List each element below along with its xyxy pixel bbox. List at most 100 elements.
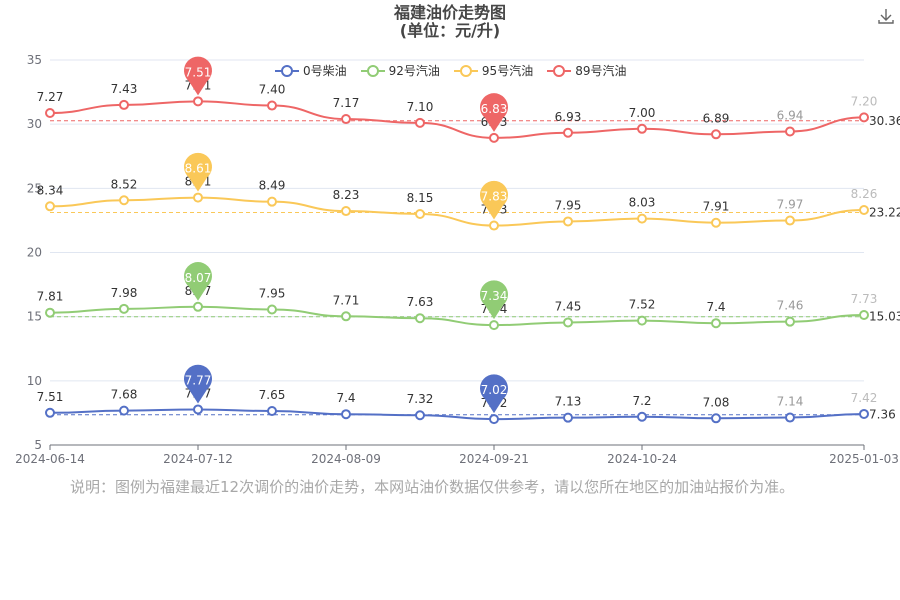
data-label: 7.17 (333, 96, 360, 110)
data-point (119, 195, 129, 206)
legend-swatch-icon (275, 64, 299, 77)
data-point (45, 307, 55, 318)
data-label: 7.10 (407, 100, 434, 114)
legend-swatch-icon (453, 64, 478, 77)
data-label: 7.81 (37, 290, 64, 304)
data-point (785, 215, 795, 226)
data-point (267, 405, 277, 416)
legend-label: 92号汽油 (388, 64, 440, 78)
series-line-3 (49, 100, 865, 139)
data-point (489, 414, 499, 425)
data-label: 7.73 (851, 292, 878, 306)
data-label: 7.4 (336, 391, 355, 405)
data-point (341, 409, 351, 420)
data-label: 8.52 (111, 177, 138, 191)
legend-label: 89号汽油 (575, 64, 627, 78)
data-label: 7.51 (37, 390, 64, 404)
data-label: 7.98 (111, 286, 138, 300)
max-pin (184, 152, 213, 192)
legend-swatch-icon (547, 64, 572, 77)
data-label: 7.08 (703, 395, 730, 409)
data-point (637, 315, 647, 326)
data-label: 7.52 (629, 298, 656, 312)
y-tick-label: 10 (27, 374, 42, 388)
x-tick-label: 2025-01-03 (829, 452, 899, 466)
max-pin-label: 8.07 (185, 271, 212, 285)
legend-item[interactable]: 0号柴油 (275, 62, 347, 79)
data-point (267, 196, 277, 207)
series-line-2 (49, 196, 865, 227)
data-point (637, 411, 647, 422)
data-point (489, 132, 499, 143)
data-label: 7.63 (407, 295, 434, 309)
data-point (193, 192, 203, 203)
data-point (45, 407, 55, 418)
chart-note: 说明：图例为福建最近12次调价的油价走势，本网站油价数据仅供参考，请以您所在地区… (70, 478, 795, 496)
download-icon[interactable] (876, 6, 896, 26)
data-point (711, 217, 721, 228)
legend-item[interactable]: 89号汽油 (547, 62, 626, 79)
max-pin (184, 364, 213, 404)
data-point (563, 216, 573, 227)
max-pin (184, 56, 213, 96)
data-label: 7.2 (632, 394, 651, 408)
max-pin (184, 262, 213, 301)
data-point (785, 316, 795, 327)
x-tick-label: 2024-10-24 (607, 452, 677, 466)
legend-item[interactable]: 95号汽油 (453, 62, 533, 79)
min-pin-label: 7.02 (481, 383, 508, 397)
data-point (785, 126, 795, 137)
data-point (45, 108, 55, 119)
data-point (341, 114, 351, 125)
data-label: 7.13 (555, 395, 582, 409)
data-point (193, 96, 203, 107)
data-point (341, 206, 351, 217)
max-pin-label: 7.77 (185, 373, 212, 387)
legend-item[interactable]: 92号汽油 (360, 62, 440, 79)
series-line-0 (49, 408, 865, 421)
data-label: 7.27 (37, 90, 64, 104)
data-point (563, 127, 573, 138)
data-point (267, 304, 277, 315)
data-label: 7.95 (259, 286, 286, 300)
average-label: 30.36 (869, 114, 900, 128)
series-line-1 (49, 305, 865, 327)
x-tick-label: 2024-07-12 (163, 452, 233, 466)
average-label: 15.03 (869, 310, 900, 324)
data-point (341, 311, 351, 322)
data-label: 8.03 (629, 196, 656, 210)
data-point (415, 410, 425, 421)
data-label: 8.49 (259, 179, 286, 193)
x-tick-label: 2024-09-21 (459, 452, 529, 466)
data-point (119, 99, 129, 110)
chart-title: 福建油价走势图 (单位：元/升) (0, 4, 900, 40)
y-tick-label: 20 (27, 246, 42, 260)
data-label: 7.20 (851, 94, 878, 108)
x-tick-label: 2024-08-09 (311, 452, 381, 466)
average-label: 23.22 (869, 205, 900, 219)
data-label: 8.15 (407, 191, 434, 205)
data-label: 7.46 (777, 299, 804, 313)
data-label: 7.43 (111, 82, 138, 96)
min-pin-label: 7.83 (481, 190, 508, 204)
data-label: 8.34 (37, 183, 64, 197)
y-tick-label: 5 (34, 438, 42, 452)
data-label: 7.14 (777, 395, 804, 409)
data-point (563, 412, 573, 423)
data-label: 7.42 (851, 391, 878, 405)
y-tick-label: 35 (27, 53, 42, 67)
min-pin (480, 180, 508, 220)
data-point (489, 220, 499, 231)
data-label: 7.65 (259, 388, 286, 402)
y-tick-label: 25 (27, 181, 42, 195)
max-pin-label: 8.61 (185, 162, 212, 176)
average-label: 7.36 (869, 408, 896, 422)
data-label: 6.89 (703, 111, 730, 125)
data-point (193, 301, 203, 312)
legend-swatch-icon (360, 64, 385, 77)
min-pin (480, 280, 509, 320)
data-label: 7.91 (703, 200, 730, 214)
chart-title-main: 福建油价走势图 (393, 3, 506, 22)
data-point (119, 405, 129, 416)
